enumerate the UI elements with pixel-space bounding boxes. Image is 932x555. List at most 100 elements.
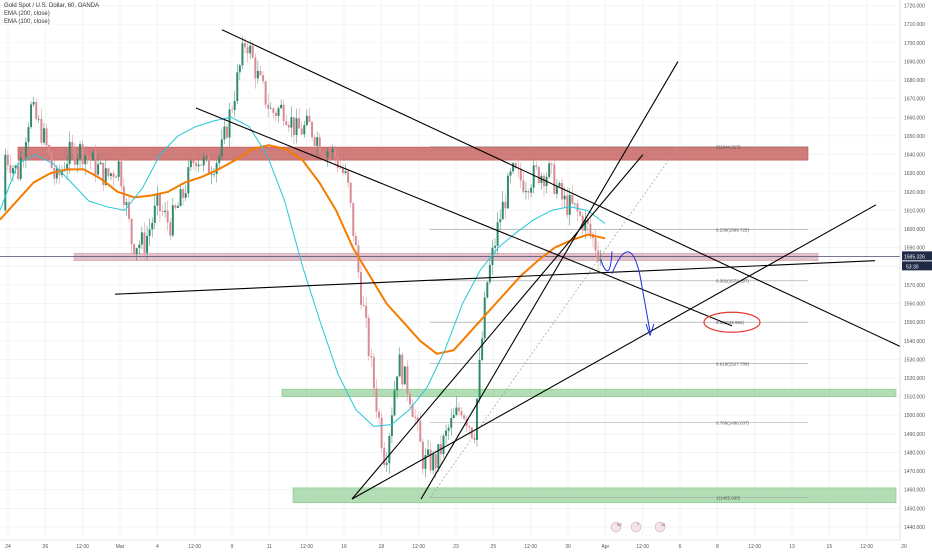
ema-lines: [0, 116, 606, 427]
candle-body: [84, 155, 87, 165]
fib-level-label: 1(1455.695): [716, 496, 741, 501]
candle-body: [455, 407, 458, 415]
projection-arrow-2: [611, 251, 651, 332]
ema-200-label: EMA (200, close): [4, 11, 50, 17]
candle-body: [429, 449, 432, 471]
candle-body: [519, 168, 522, 181]
candle-body: [213, 174, 216, 175]
candle-body: [125, 202, 128, 206]
y-tick-label: 1460.000: [904, 488, 925, 494]
candle-body: [396, 376, 399, 391]
y-tick-label: 1480.000: [904, 450, 925, 456]
candle-body: [135, 248, 138, 254]
candle-body: [365, 305, 368, 318]
candle-body: [334, 148, 337, 157]
zone-red: [17, 146, 809, 161]
y-tick-label: 1650.000: [904, 134, 925, 140]
x-tick-label: 12:00: [188, 544, 201, 550]
candle-body: [331, 148, 334, 153]
x-tick-label: 23: [453, 544, 459, 550]
candle-body: [571, 195, 574, 204]
x-tick-label: Mar: [116, 544, 125, 550]
candle-body: [218, 156, 221, 164]
event-flag-label: 10: [661, 523, 665, 527]
x-tick-label: 16: [341, 544, 347, 550]
candle-body: [383, 447, 386, 465]
candle-body: [223, 126, 226, 140]
candle-body: [138, 244, 141, 249]
y-tick-label: 1610.000: [904, 208, 925, 214]
candle-body: [179, 189, 182, 207]
y-tick-label: 1670.000: [904, 97, 925, 103]
candle-body: [277, 108, 280, 116]
y-tick-label: 1500.000: [904, 413, 925, 419]
zone-pink: [73, 252, 819, 261]
candle-body: [579, 211, 582, 216]
y-tick-label: 1530.000: [904, 357, 925, 363]
candle-body: [236, 72, 239, 102]
candle-body: [220, 139, 223, 157]
x-tick-label: 12:00: [300, 544, 313, 550]
candle-body: [532, 165, 535, 188]
candle-body: [509, 171, 512, 176]
x-tick-label: 15: [827, 544, 833, 550]
y-tick-label: 1510.000: [904, 395, 925, 401]
candle-body: [372, 357, 375, 389]
candle-body: [548, 163, 551, 177]
candle-body: [251, 45, 254, 58]
candle-body: [388, 435, 391, 464]
candle-body: [401, 354, 404, 385]
current-price-badge: [902, 251, 932, 261]
candle-body: [55, 168, 58, 179]
x-tick-label: 4: [156, 544, 159, 550]
candle-body: [561, 183, 564, 200]
y-tick-label: 1520.000: [904, 376, 925, 382]
trendline-upper-descending: [221, 29, 901, 347]
candle-body: [205, 156, 208, 158]
candle-body: [475, 398, 478, 440]
candle-body: [463, 415, 466, 419]
candle-body: [94, 152, 97, 175]
candle-body: [300, 128, 303, 135]
candle-body: [19, 157, 22, 179]
candle-body: [599, 258, 602, 262]
candle-body: [416, 417, 419, 422]
candle-body: [504, 201, 507, 209]
candle-body: [522, 180, 525, 193]
x-tick-label: 11: [267, 544, 272, 550]
candle-body: [71, 141, 74, 147]
candle-body: [12, 168, 15, 174]
event-flag-icon: [654, 521, 666, 533]
x-tick-label: 24: [5, 544, 11, 550]
candle-body: [241, 43, 244, 66]
candle-body: [411, 404, 414, 417]
candle-body: [483, 297, 486, 339]
candle-body: [27, 127, 30, 143]
candle-body: [30, 104, 33, 128]
candle-body: [76, 158, 79, 165]
candle-body: [249, 45, 252, 54]
candle-body: [445, 430, 448, 436]
candle-body: [486, 282, 489, 298]
candle-body: [390, 415, 393, 436]
candle-body: [311, 122, 314, 138]
x-tick-label: 12:00: [412, 544, 425, 550]
trendline-mid-descending: [195, 107, 733, 327]
candle-body: [527, 191, 530, 193]
candle-body: [89, 158, 92, 161]
x-tick-label: 30: [565, 544, 571, 550]
candle-body: [352, 202, 355, 237]
candle-body: [341, 168, 344, 173]
y-tick-label: 1660.000: [904, 115, 925, 121]
candle-body: [73, 146, 76, 165]
candle-body: [104, 168, 107, 185]
y-tick-label: 1620.000: [904, 190, 925, 196]
candle-body: [434, 454, 437, 469]
candle-body: [200, 164, 203, 166]
candle-body: [403, 366, 406, 385]
candle-body: [543, 175, 545, 187]
y-tick-label: 1570.000: [904, 283, 925, 289]
candle-body: [169, 222, 172, 236]
candle-body: [148, 229, 151, 236]
candle-body: [207, 156, 210, 175]
